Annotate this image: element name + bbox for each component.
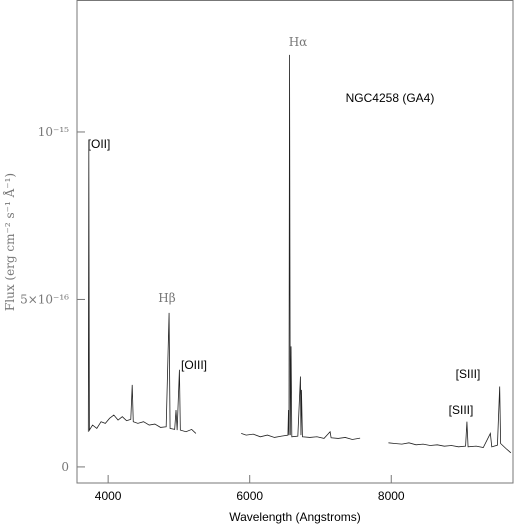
x-tick-label: 4000 [95, 489, 122, 503]
y-tick-label: 5×10⁻¹⁶ [20, 292, 69, 306]
annotation: [SIII] [456, 367, 481, 381]
x-tick-label: 6000 [236, 489, 263, 503]
annotation: [OIII] [181, 358, 207, 372]
annotation: [OII] [88, 137, 111, 151]
y-tick-label: 0 [61, 460, 69, 474]
annotation: Hα [289, 35, 308, 49]
annotation: [SIII] [449, 403, 474, 417]
y-tick-label: 10⁻¹⁵ [38, 125, 69, 139]
y-axis-label: Flux (erg cm⁻² s⁻¹ Å⁻¹) [2, 173, 17, 311]
x-tick-label: 8000 [378, 489, 405, 503]
plot-frame [76, 0, 514, 484]
annotation: NGC4258 (GA4) [346, 91, 435, 105]
annotation: Hβ [158, 291, 175, 305]
x-axis-label: Wavelength (Angstroms) [229, 510, 361, 524]
spectrum-line [87, 54, 512, 454]
